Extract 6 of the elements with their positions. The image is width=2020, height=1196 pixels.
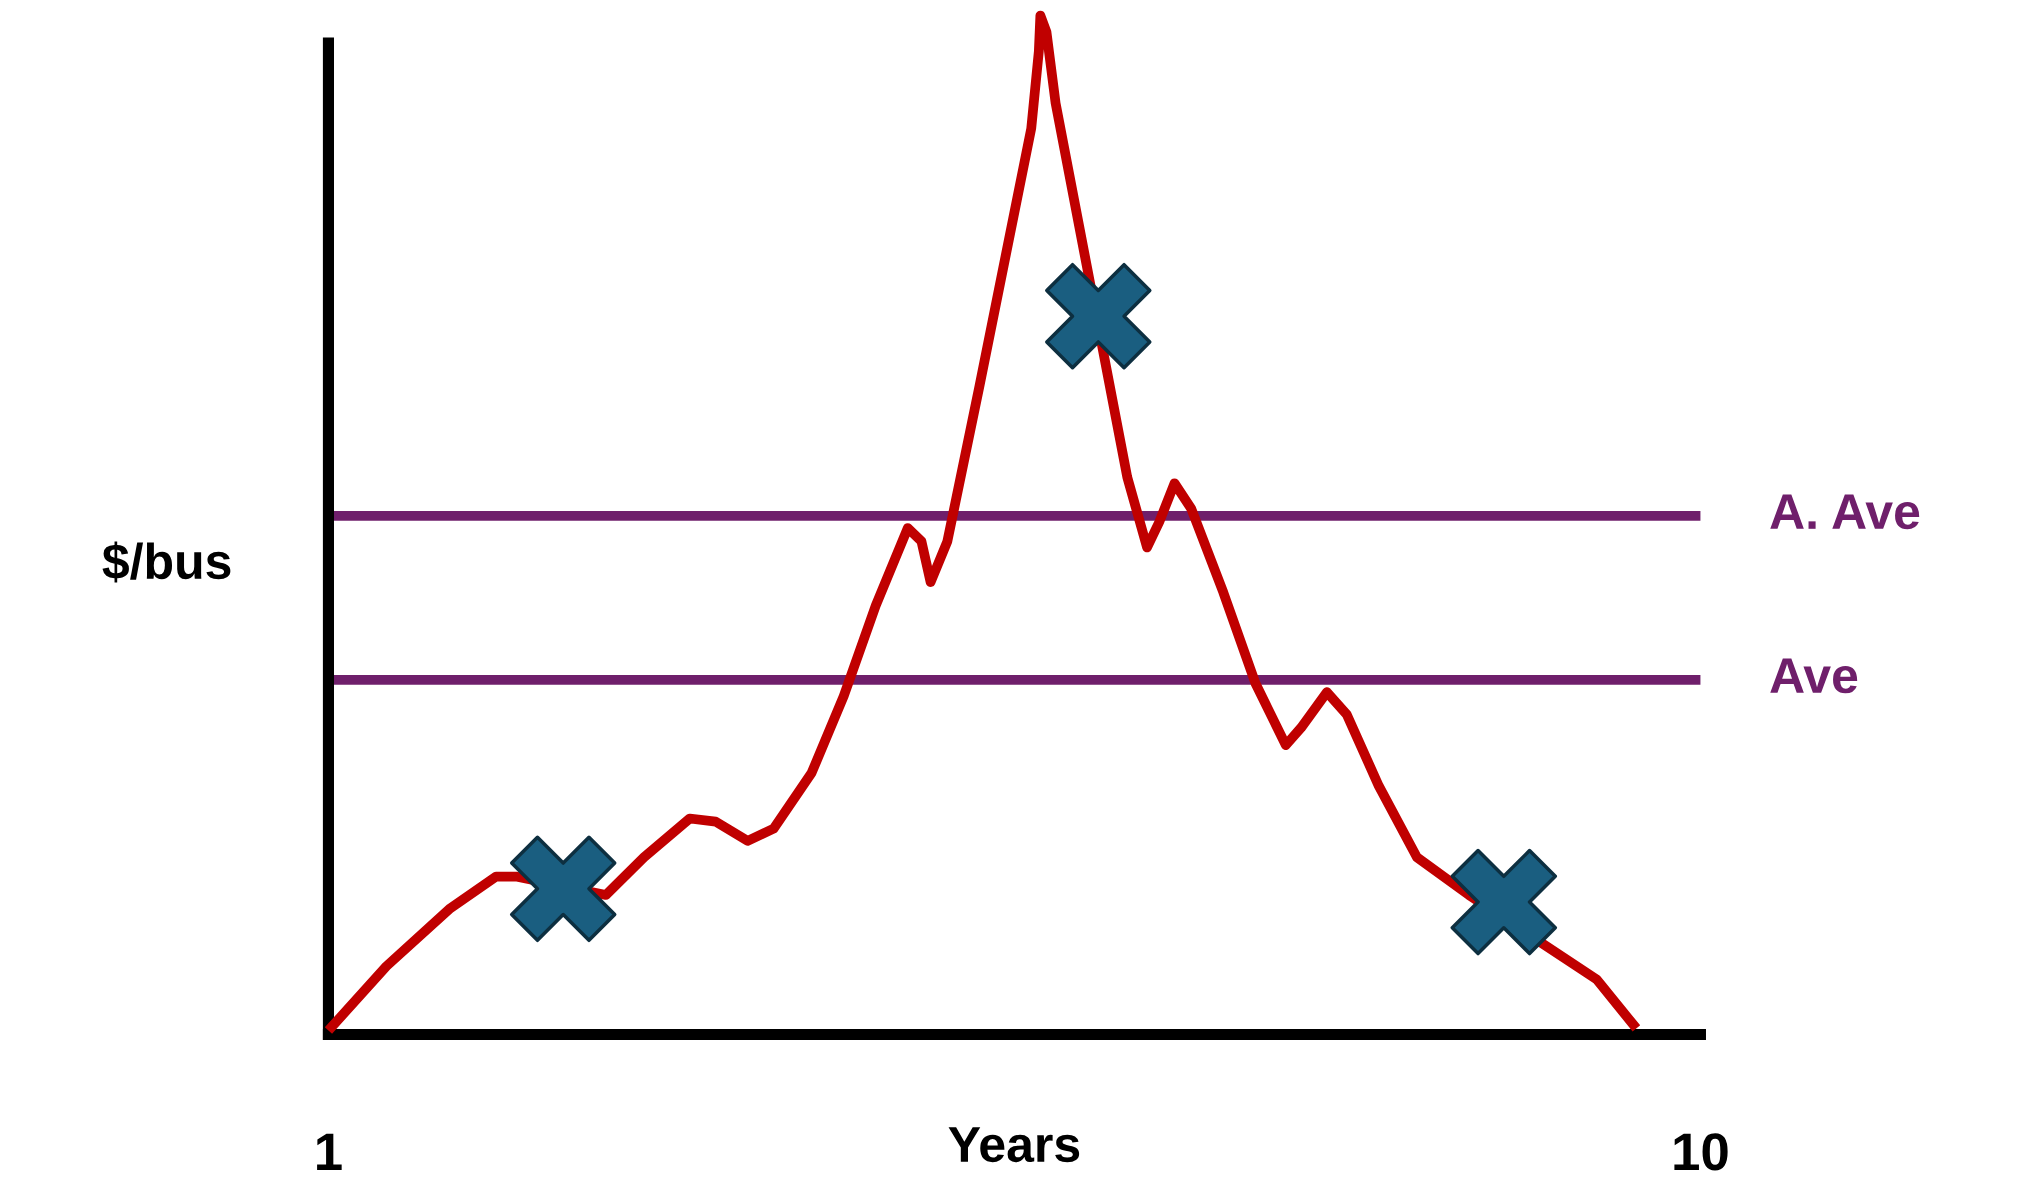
ref-line-label: A. Ave: [1770, 494, 1920, 530]
y-axis-title: $/bus: [102, 541, 231, 583]
x-tick-label: 1: [317, 1133, 342, 1171]
x-tick-label: 10: [1674, 1133, 1728, 1171]
ref-line-label: Ave: [1770, 658, 1858, 694]
x-axis-title: Years: [948, 1127, 1080, 1163]
